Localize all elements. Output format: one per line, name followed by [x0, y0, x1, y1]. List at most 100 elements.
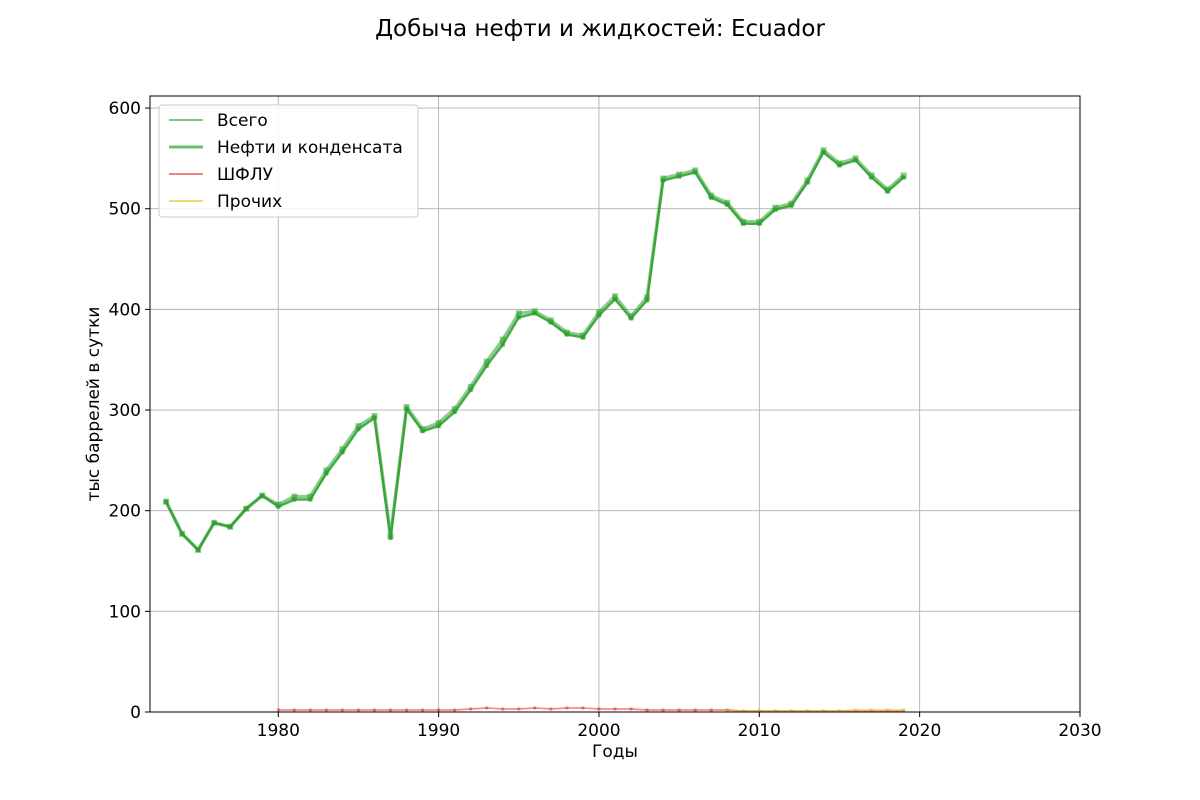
data-point	[869, 175, 874, 180]
data-point	[372, 708, 376, 712]
data-point	[291, 493, 298, 500]
data-point	[371, 413, 378, 420]
data-point	[517, 707, 521, 711]
data-point	[308, 708, 312, 712]
y-tick-label: 100	[109, 602, 141, 622]
data-point	[421, 708, 425, 712]
data-point	[725, 709, 729, 713]
data-point	[196, 547, 201, 552]
data-point	[180, 531, 185, 536]
legend-label: ШФЛУ	[217, 165, 274, 185]
data-point	[339, 446, 346, 453]
y-tick-label: 200	[109, 502, 141, 522]
data-point	[276, 504, 281, 509]
data-point	[757, 221, 762, 226]
data-point	[805, 180, 810, 185]
data-point	[772, 204, 779, 211]
data-point	[613, 707, 617, 711]
data-point	[821, 709, 825, 713]
legend-box	[158, 104, 419, 218]
data-point	[709, 708, 713, 712]
data-point	[884, 186, 891, 193]
legend-item: ШФЛУ	[169, 165, 274, 185]
series-4	[725, 708, 906, 713]
data-point	[563, 329, 570, 336]
data-point	[228, 524, 233, 529]
data-point	[902, 708, 906, 712]
data-point	[596, 313, 601, 318]
data-point	[307, 493, 314, 500]
data-point	[308, 497, 313, 502]
data-point	[388, 535, 393, 540]
data-point	[693, 170, 698, 175]
data-point	[724, 199, 731, 206]
data-point	[740, 218, 747, 225]
data-point	[581, 706, 585, 710]
legend-label: Всего	[217, 111, 268, 131]
data-point	[886, 708, 890, 712]
data-point	[437, 708, 441, 712]
data-point	[467, 383, 474, 390]
data-point	[854, 708, 858, 712]
data-point	[499, 336, 506, 343]
data-point	[436, 424, 441, 429]
data-point	[485, 706, 489, 710]
data-point	[741, 221, 746, 226]
data-point	[741, 709, 745, 713]
data-point	[900, 172, 907, 179]
x-axis-label: Годы	[592, 742, 638, 762]
legend-label: Прочих	[217, 192, 282, 212]
y-tick-label: 300	[109, 401, 141, 421]
data-point	[404, 407, 409, 412]
data-point	[756, 218, 763, 225]
data-point	[868, 172, 875, 179]
data-point	[403, 404, 410, 411]
data-point	[820, 147, 827, 154]
y-tick-label: 0	[130, 703, 141, 723]
data-point	[389, 708, 393, 712]
data-point	[324, 708, 328, 712]
data-point	[323, 467, 330, 474]
plot-frame	[149, 95, 1081, 713]
legend: Всего Нефти и конденсата ШФЛУ Прочих	[158, 104, 419, 218]
series-2	[164, 150, 906, 552]
y-tick-label: 600	[109, 99, 141, 119]
data-point	[468, 387, 473, 392]
data-point	[645, 708, 649, 712]
data-point	[340, 450, 345, 455]
data-point	[532, 311, 537, 316]
data-point	[292, 497, 297, 502]
data-point	[661, 178, 666, 183]
data-point	[356, 708, 360, 712]
data-point	[773, 709, 777, 713]
data-point	[212, 520, 217, 525]
data-point	[547, 317, 554, 324]
data-point	[901, 175, 906, 180]
data-point	[484, 363, 489, 368]
data-point	[837, 709, 841, 713]
x-tick-label: 2030	[1058, 721, 1101, 741]
data-point	[692, 167, 699, 174]
x-tick-label: 1980	[257, 721, 300, 741]
data-point	[531, 308, 538, 315]
data-point	[453, 708, 457, 712]
data-point	[451, 406, 458, 413]
data-point	[549, 707, 553, 711]
data-point	[340, 708, 344, 712]
data-point	[580, 335, 585, 340]
data-point	[805, 709, 809, 713]
data-point	[500, 342, 505, 347]
data-point	[355, 423, 362, 430]
data-point	[676, 171, 683, 178]
data-point	[595, 309, 602, 316]
data-point	[629, 316, 634, 321]
data-point	[628, 313, 635, 320]
data-point	[629, 707, 633, 711]
data-point	[405, 708, 409, 712]
data-point	[244, 506, 249, 511]
data-point	[660, 175, 667, 182]
y-tick-label: 500	[109, 200, 141, 220]
data-point	[677, 174, 682, 179]
data-point	[324, 471, 329, 476]
x-tick-label: 2010	[738, 721, 781, 741]
